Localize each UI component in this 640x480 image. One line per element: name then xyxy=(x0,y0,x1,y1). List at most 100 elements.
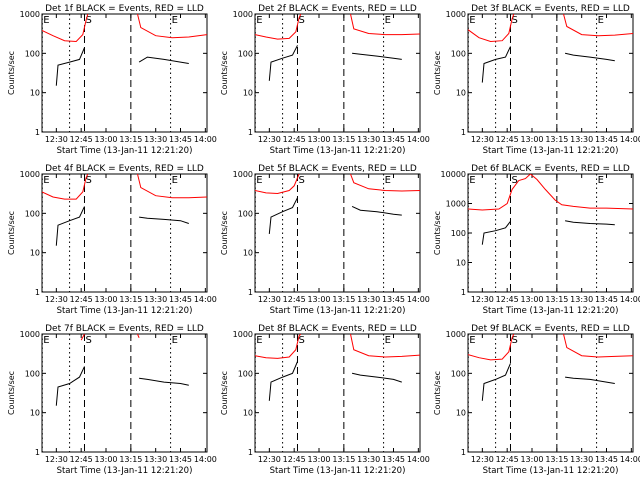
plot-frame xyxy=(254,173,421,293)
y-tick-label: 1 xyxy=(248,288,253,297)
series-line-lld xyxy=(563,334,633,358)
interval-marker-label: E xyxy=(598,335,604,346)
x-tick-label: 13:30 xyxy=(570,295,593,304)
x-tick-label: 13:30 xyxy=(570,135,593,144)
x-tick-label: 12:45 xyxy=(70,455,93,464)
x-tick-label: 13:00 xyxy=(94,455,117,464)
x-tick-label: 12:45 xyxy=(283,295,306,304)
x-tick-label: 13:15 xyxy=(119,295,142,304)
plot-frame xyxy=(41,333,208,453)
y-tick-label: 10 xyxy=(243,89,253,98)
x-axis-label: Start Time (13-Jan-11 12:21:20) xyxy=(483,306,619,316)
y-tick-label: 1000 xyxy=(233,170,253,179)
interval-marker-label: E xyxy=(256,175,262,186)
y-tick-label: 10 xyxy=(30,249,40,258)
series-line-lld xyxy=(255,334,302,359)
x-tick-label: 12:45 xyxy=(283,135,306,144)
x-tick-label: 14:00 xyxy=(407,135,430,144)
series-line-events xyxy=(268,197,298,234)
interval-marker-label: S xyxy=(511,335,517,346)
x-tick-label: 13:15 xyxy=(119,455,142,464)
x-tick-label: 13:00 xyxy=(307,455,330,464)
panel-5: Det 5f BLACK = Events, RED = LLD 12:30 12:… xyxy=(220,164,430,316)
y-axis-label: Counts/sec xyxy=(220,51,229,95)
y-axis-label: Counts/sec xyxy=(220,371,229,415)
series-line-lld xyxy=(468,14,515,43)
y-axis-label: Counts/sec xyxy=(7,371,16,415)
series-line-lld xyxy=(137,174,207,199)
y-tick-label: 1000 xyxy=(233,10,253,19)
x-tick-label: 14:00 xyxy=(620,295,640,304)
panel-title: Det 9f BLACK = Events, RED = LLD xyxy=(471,324,630,334)
x-tick-label: 12:30 xyxy=(471,455,494,464)
y-tick-label: 1 xyxy=(461,288,466,297)
series-line-events xyxy=(268,45,298,81)
interval-marker-label: E xyxy=(385,175,391,186)
x-tick-label: 13:30 xyxy=(357,295,380,304)
x-tick-label: 13:15 xyxy=(119,135,142,144)
panel-title: Det 7f BLACK = Events, RED = LLD xyxy=(45,324,204,334)
x-tick-label: 13:15 xyxy=(545,135,568,144)
y-tick-label: 100 xyxy=(238,49,253,58)
y-tick-label: 1000 xyxy=(446,200,466,209)
x-tick-label: 13:45 xyxy=(169,295,192,304)
x-tick-label: 13:30 xyxy=(357,135,380,144)
interval-marker-label: E xyxy=(43,335,49,346)
interval-marker-label: E xyxy=(256,335,262,346)
panel-8: Det 8f BLACK = Events, RED = LLD 12:30 12:… xyxy=(220,324,430,476)
panel-title: Det 6f BLACK = Events, RED = LLD xyxy=(471,164,630,174)
x-tick-label: 12:45 xyxy=(496,135,519,144)
x-tick-label: 12:45 xyxy=(70,135,93,144)
x-axis-label: Start Time (13-Jan-11 12:21:20) xyxy=(483,466,619,476)
interval-marker-label: E xyxy=(385,15,391,26)
x-tick-label: 13:30 xyxy=(144,295,167,304)
series-line-lld xyxy=(468,174,633,211)
panel-9: Det 9f BLACK = Events, RED = LLD 12:30 12:… xyxy=(433,324,640,476)
x-tick-label: 12:30 xyxy=(258,135,281,144)
x-tick-label: 12:45 xyxy=(496,295,519,304)
y-tick-label: 100 xyxy=(25,209,40,218)
series-line-lld xyxy=(42,14,89,43)
series-line-lld xyxy=(137,334,140,338)
x-tick-label: 13:15 xyxy=(545,295,568,304)
plot-frame xyxy=(467,333,634,453)
series-line-lld xyxy=(350,174,420,192)
x-tick-label: 14:00 xyxy=(620,455,640,464)
y-tick-label: 100 xyxy=(451,369,466,378)
y-tick-label: 1 xyxy=(248,128,253,137)
x-axis-label: Start Time (13-Jan-11 12:21:20) xyxy=(57,306,193,316)
interval-marker-label: E xyxy=(598,175,604,186)
series-line-lld xyxy=(137,14,207,39)
interval-marker-label: S xyxy=(511,175,517,186)
y-axis-label: Counts/sec xyxy=(7,51,16,95)
interval-marker-label: S xyxy=(298,15,304,26)
x-tick-label: 12:30 xyxy=(45,455,68,464)
plot-frame xyxy=(254,13,421,133)
x-tick-label: 13:00 xyxy=(520,135,543,144)
x-tick-label: 13:30 xyxy=(144,135,167,144)
y-tick-label: 1 xyxy=(35,448,40,457)
plot-frame xyxy=(467,173,634,293)
x-tick-label: 13:45 xyxy=(169,455,192,464)
panel-title: Det 5f BLACK = Events, RED = LLD xyxy=(258,164,417,174)
x-tick-label: 12:30 xyxy=(471,295,494,304)
series-line-events xyxy=(139,377,189,386)
x-tick-label: 13:45 xyxy=(595,455,618,464)
interval-marker-label: S xyxy=(511,15,517,26)
panel-7: Det 7f BLACK = Events, RED = LLD 12:30 12:… xyxy=(7,324,217,476)
x-axis-label: Start Time (13-Jan-11 12:21:20) xyxy=(57,466,193,476)
y-tick-label: 100 xyxy=(25,369,40,378)
y-tick-label: 100 xyxy=(451,49,466,58)
x-tick-label: 13:45 xyxy=(595,295,618,304)
x-tick-label: 13:45 xyxy=(595,135,618,144)
interval-marker-label: E xyxy=(172,335,178,346)
x-tick-label: 12:45 xyxy=(283,455,306,464)
series-line-events xyxy=(481,46,511,83)
interval-marker-label: S xyxy=(85,335,91,346)
interval-marker-label: E xyxy=(256,15,262,26)
x-tick-label: 13:00 xyxy=(94,295,117,304)
x-tick-label: 13:15 xyxy=(332,135,355,144)
interval-marker-label: E xyxy=(598,15,604,26)
series-line-lld xyxy=(350,14,420,36)
series-line-events xyxy=(139,216,189,224)
